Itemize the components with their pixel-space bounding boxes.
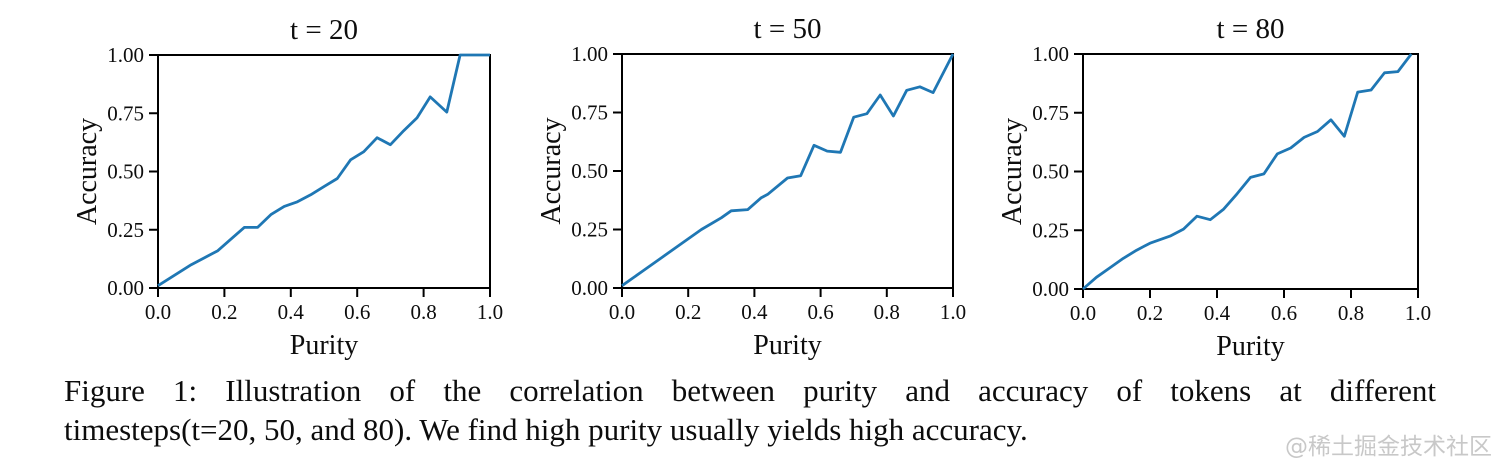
chart-title: t = 50 xyxy=(754,13,822,45)
x-tick-label: 0.0 xyxy=(145,300,171,324)
x-tick-label: 0.2 xyxy=(675,300,701,324)
chart-title: t = 80 xyxy=(1217,13,1285,45)
y-tick-label: 0.75 xyxy=(571,101,608,125)
x-tick-label: 0.8 xyxy=(1338,301,1364,325)
x-tick-label: 0.6 xyxy=(344,300,370,324)
x-tick-label: 0.4 xyxy=(741,300,768,324)
x-tick-label: 0.2 xyxy=(1137,301,1163,325)
x-tick-label: 1.0 xyxy=(940,300,966,324)
data-line-t20 xyxy=(157,53,490,287)
y-tick-label: 0.00 xyxy=(107,276,144,300)
data-line-t80 xyxy=(1082,53,1413,291)
chart-t20: 0.0 0.2 0.4 0.6 0.8 1.0 0.00 0.25 0.50 0.75 1.00 t … xyxy=(72,14,503,361)
x-tick-label: 1.0 xyxy=(1405,301,1431,325)
y-tick-label: 1.00 xyxy=(107,43,144,67)
chart-title: t = 20 xyxy=(290,14,358,46)
caption-line-2: timesteps(t=20, 50, and 80). We find hig… xyxy=(64,412,1028,447)
y-tick-label: 0.25 xyxy=(571,218,608,242)
plot-box xyxy=(621,53,954,289)
y-tick-label: 0.75 xyxy=(1032,101,1069,125)
chart-t80: 0.0 0.2 0.4 0.6 0.8 1.0 0.00 0.25 0.50 0.75 1.00 t … xyxy=(997,13,1431,362)
data-line-t50 xyxy=(621,53,955,287)
y-axis-label: Accuracy xyxy=(72,118,103,225)
plot-box xyxy=(1082,53,1419,290)
figure-caption: Figure 1: Illustration of the correlatio… xyxy=(64,371,1436,449)
x-tick-label: 0.6 xyxy=(1271,301,1297,325)
y-tick-label: 0.75 xyxy=(107,101,144,125)
y-axis-label: Accuracy xyxy=(536,117,567,224)
y-tick-label: 0.50 xyxy=(571,159,608,183)
x-tick-label: 0.2 xyxy=(211,300,237,324)
x-tick-label: 0.0 xyxy=(609,300,635,324)
caption-line-1: Figure 1: Illustration of the correlatio… xyxy=(64,373,1436,408)
y-tick-label: 1.00 xyxy=(571,42,608,66)
x-tick-label: 0.8 xyxy=(874,300,900,324)
y-tick-label: 0.50 xyxy=(1032,160,1069,184)
y-tick-label: 0.00 xyxy=(571,276,608,300)
charts-canvas: 0.0 0.2 0.4 0.6 0.8 1.0 0.00 0.25 0.50 0.75 1.00 t … xyxy=(72,13,1431,362)
x-axis-label: Purity xyxy=(753,330,821,361)
x-axis-label: Purity xyxy=(290,330,358,361)
x-tick-label: 0.0 xyxy=(1070,301,1096,325)
x-tick-label: 0.8 xyxy=(410,300,436,324)
y-tick-label: 1.00 xyxy=(1032,42,1069,66)
x-tick-label: 0.4 xyxy=(1204,301,1231,325)
y-tick-label: 0.00 xyxy=(1032,277,1069,301)
x-tick-label: 0.4 xyxy=(278,300,305,324)
y-tick-label: 0.25 xyxy=(107,218,144,242)
y-tick-label: 0.25 xyxy=(1032,218,1069,242)
chart-t50: 0.0 0.2 0.4 0.6 0.8 1.0 0.00 0.25 0.50 0.75 1.00 t … xyxy=(536,13,966,361)
y-tick-label: 0.50 xyxy=(107,160,144,184)
x-axis-label: Purity xyxy=(1216,331,1284,362)
x-tick-label: 0.6 xyxy=(807,300,833,324)
y-axis-label: Accuracy xyxy=(997,118,1028,225)
watermark-text: @稀土掘金技术社区 xyxy=(1285,434,1492,460)
plot-box xyxy=(157,54,491,289)
x-tick-label: 1.0 xyxy=(477,300,503,324)
